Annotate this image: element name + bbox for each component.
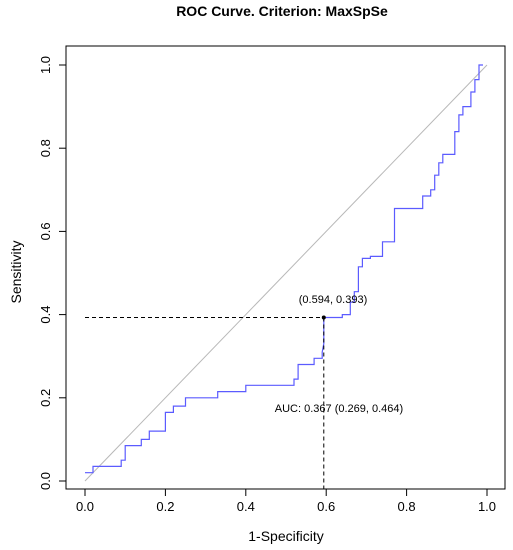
plot-frame — [65, 45, 506, 490]
x-tick-label: 0.2 — [156, 499, 174, 514]
y-axis: 0.0 0.2 0.4 0.6 0.8 1.0 — [38, 56, 67, 490]
x-axis: 0.0 0.2 0.4 0.6 0.8 1.0 — [76, 488, 496, 514]
y-tick-label: 0.4 — [38, 306, 53, 324]
optimal-point-marker — [321, 315, 326, 320]
reference-diagonal — [84, 64, 488, 482]
y-tick-label: 0.2 — [38, 389, 53, 407]
x-axis-label: 1-Specificity — [248, 528, 323, 544]
roc-curve-line — [85, 64, 483, 474]
y-axis-label: Sensitivity — [8, 240, 24, 303]
x-tick-label: 0.4 — [237, 499, 255, 514]
optimal-point-label: (0.594, 0.393) — [299, 294, 368, 306]
x-tick-label: 0.6 — [317, 499, 335, 514]
y-tick-label: 0.8 — [38, 139, 53, 157]
chart-title: ROC Curve. Criterion: MaxSpSe — [176, 3, 388, 19]
y-tick-label: 1.0 — [38, 56, 53, 74]
x-tick-label: 0.0 — [76, 499, 94, 514]
x-tick-label: 0.8 — [398, 499, 416, 514]
x-tick-label: 1.0 — [478, 499, 496, 514]
y-tick-label: 0.6 — [38, 222, 53, 240]
auc-label: AUC: 0.367 (0.269, 0.464) — [275, 403, 403, 415]
y-tick-label: 0.0 — [38, 472, 53, 490]
